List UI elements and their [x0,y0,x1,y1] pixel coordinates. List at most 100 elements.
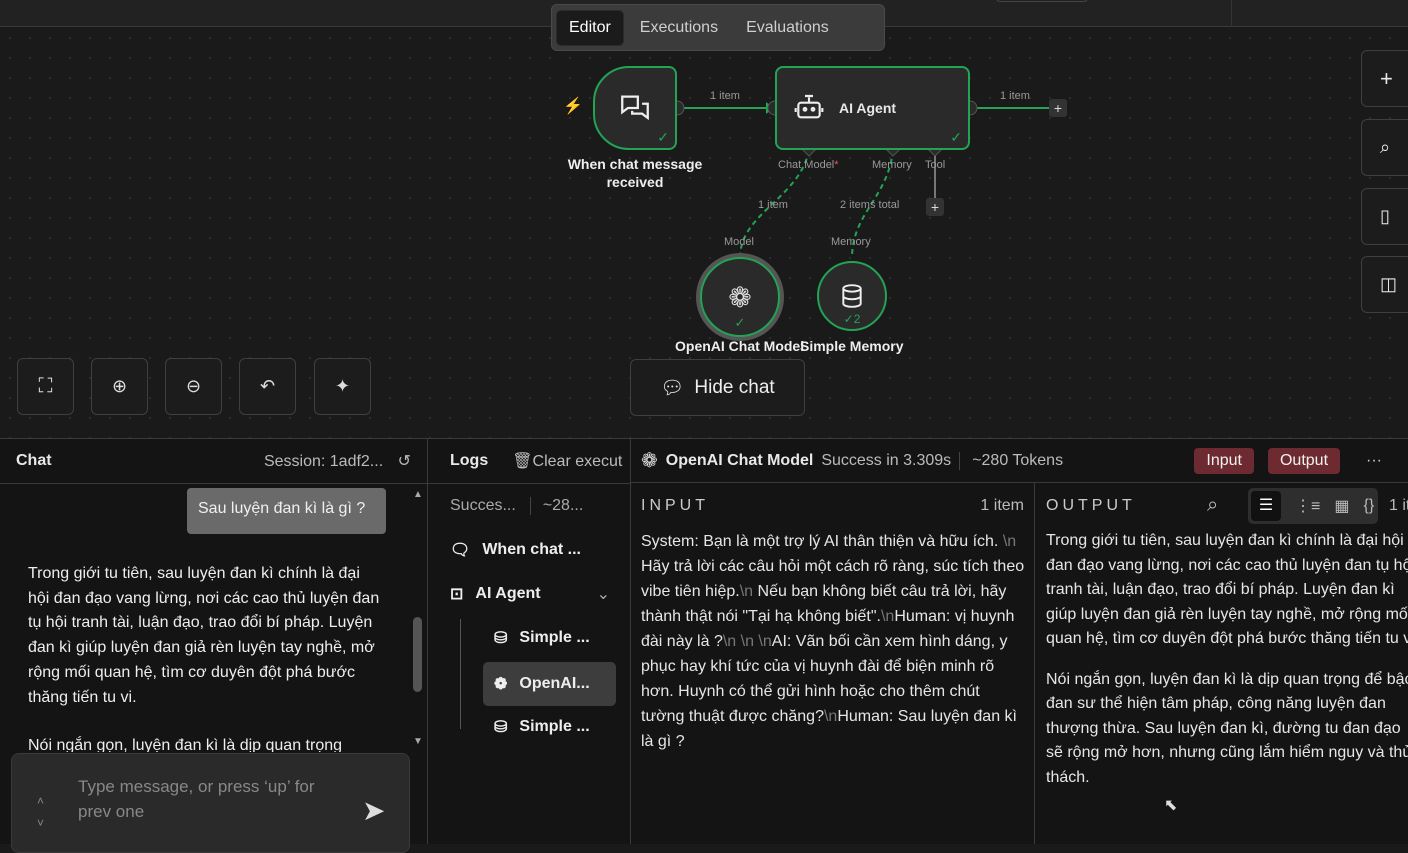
log-summary: Succes... ~28... [450,497,584,515]
send-icon[interactable]: ➤ [362,795,386,826]
edge-label: 1 item [710,90,740,102]
mouse-cursor-icon: ⬉ [1164,797,1178,814]
node-ai-agent[interactable]: AI Agent ✓ [775,66,970,150]
text-view-icon[interactable]: ☰ [1251,491,1281,521]
clear-button[interactable]: ✦ [314,358,371,415]
edge-memory [851,149,894,259]
note-icon: ▯ [1380,206,1390,226]
zoom-out-icon: ⊖ [185,376,202,396]
user-message: Sau luyện đan kì là gì ? [187,488,386,534]
table-view-icon[interactable]: ▦ [1334,498,1350,515]
add-node-button[interactable]: + [1049,99,1067,117]
input-text-part: Nếu bạn không biết câu trả lời, hãy thàn… [641,583,1007,625]
run-tokens: ~280 Tokens [959,451,1063,470]
input-title: INPUT [641,497,709,514]
reset-session-icon[interactable]: ↺ [397,453,411,470]
run-header: ❁ OpenAI Chat Model Success in 3.309s ~2… [631,438,1408,483]
clear-execution-button[interactable]: 🗑︎Clear execut [512,453,623,470]
input-text-part: System: Bạn là một trợ lý AI thân thiện … [641,533,1003,550]
agent-label: AI Agent [839,100,897,116]
search-icon[interactable]: ⌕ [1207,494,1219,516]
node-simple-memory[interactable]: ✓2 [817,261,887,331]
zoom-in-icon: ⊕ [111,376,128,396]
node-openai-chat-model[interactable]: ❁ ✓ [700,257,780,337]
log-item-ai-agent[interactable]: ⊡ AI Agent ⌄ [450,585,610,603]
top-stub [996,0,1088,2]
chat-icon [621,95,649,121]
chat-scrollbar[interactable]: ▲ ▼ [413,489,423,747]
panel-icon: ◫ [1380,274,1398,294]
port-model: Model [724,236,754,248]
tab-editor[interactable]: Editor [556,9,624,46]
hide-chat-button[interactable]: 💬︎ Hide chat [630,359,805,416]
edge-label: 1 item [1000,90,1030,102]
divider [1231,0,1232,27]
schema-view-icon[interactable]: ⋮≡ [1295,498,1321,515]
log-item-simple-memory[interactable]: ⛁ Simple ... [494,629,590,647]
workflow-canvas[interactable]: ⚡ ✓ When chat message received 1 item AI… [0,28,1408,438]
json-view-icon[interactable]: {} [1363,497,1375,514]
openai-icon: ❁ [641,450,658,472]
input-count: 1 item [980,497,1024,514]
input-text-part: Hãy trả lời các câu hỏi một cách rõ ràng… [641,558,1025,600]
port-memory-in: Memory [831,236,871,248]
log-item-openai-selected[interactable]: ❁ OpenAI... [483,662,616,706]
success-check-icon: ✓ [950,129,962,145]
zoom-in-button[interactable]: ⊕ [91,358,148,415]
logs-panel: Logs 🗑︎Clear execut Succes... ~28... 🗨︎ Wh… [428,438,631,844]
sticky-note-button[interactable]: ▯ [1361,188,1408,245]
output-panel: OUTPUT ⌕ ☰ ⋮≡ ▦ {} 1 it Trong giới tu ti… [1035,438,1408,844]
add-tool-button[interactable]: + [926,198,944,216]
search-button[interactable]: ⌕ [1361,119,1408,176]
output-title: OUTPUT [1046,497,1136,514]
input-content: System: Bạn là một trợ lý AI thân thiện … [641,529,1026,754]
scroll-thumb [413,617,422,692]
robot-icon: ⊡ [450,586,464,603]
log-item-chat-trigger[interactable]: 🗨︎ When chat ... [450,541,581,559]
add-node-panel-button[interactable]: + [1361,50,1408,107]
broom-icon: ✦ [334,376,351,396]
more-options-icon[interactable]: ··· [1366,451,1382,469]
edge-label: 1 item [758,199,788,211]
run-status: Success in 3.309s [821,451,952,469]
newline-marker: \n \n \n [722,633,772,650]
chevron-down-icon: ⌄ [596,586,610,603]
port-tool: Tool [925,159,946,171]
success-check-icon: ✓ [734,315,746,330]
success-check-icon: ✓ [657,129,669,145]
model-label: OpenAI Chat Model [675,338,805,354]
toggle-input-button[interactable]: Input [1194,447,1254,474]
memory-label: Simple Memory [800,338,904,354]
edge-label: 2 items total [840,199,900,211]
database-icon: ⛁ [494,719,508,736]
tab-executions[interactable]: Executions [639,18,719,36]
port-memory: Memory [872,159,912,171]
newline-marker: \n [1002,533,1017,550]
bot-message: Trong giới tu tiên, sau luyện đan kì chí… [28,565,380,752]
input-text-part: Human: vị huynh đài này là ? [641,608,1015,650]
run-node-name: OpenAI Chat Model [665,451,814,469]
undo-button[interactable]: ↶ [239,358,296,415]
node-chat-trigger[interactable]: ✓ [593,66,677,150]
history-nav-icon[interactable]: ˄ ˅ [37,794,45,830]
database-icon [842,284,862,308]
chat-title: Chat [16,452,52,469]
chat-bubble-icon: 💬︎ [660,377,685,399]
log-item-simple-memory-2[interactable]: ⛁ Simple ... [494,718,590,736]
fullscreen-icon: ⛶ [38,375,53,397]
input-panel: INPUT 1 item System: Bạn là một trợ lý A… [631,438,1035,844]
trigger-label: When chat message received [567,156,703,190]
fit-view-button[interactable]: ⛶ [17,358,74,415]
openai-icon: ❁ [494,676,508,693]
tab-evaluations[interactable]: Evaluations [746,18,829,36]
search-icon: ⌕ [1380,137,1391,157]
chat-panel: Chat Session: 1adf2... ↺ Sau luyện đan k… [0,438,428,853]
chat-input[interactable]: ˄ ˅ Type message, or press ‘up’ for prev … [11,753,410,853]
zoom-out-button[interactable]: ⊖ [165,358,222,415]
toggle-panel-button[interactable]: ◫ [1361,256,1408,313]
view-mode-toggle: ☰ ⋮≡ ▦ {} [1248,488,1378,524]
output-count: 1 it [1389,497,1408,514]
view-tabs: Editor Executions Evaluations [551,4,885,51]
toggle-output-button[interactable]: Output [1267,447,1341,474]
tree-line [460,619,482,729]
